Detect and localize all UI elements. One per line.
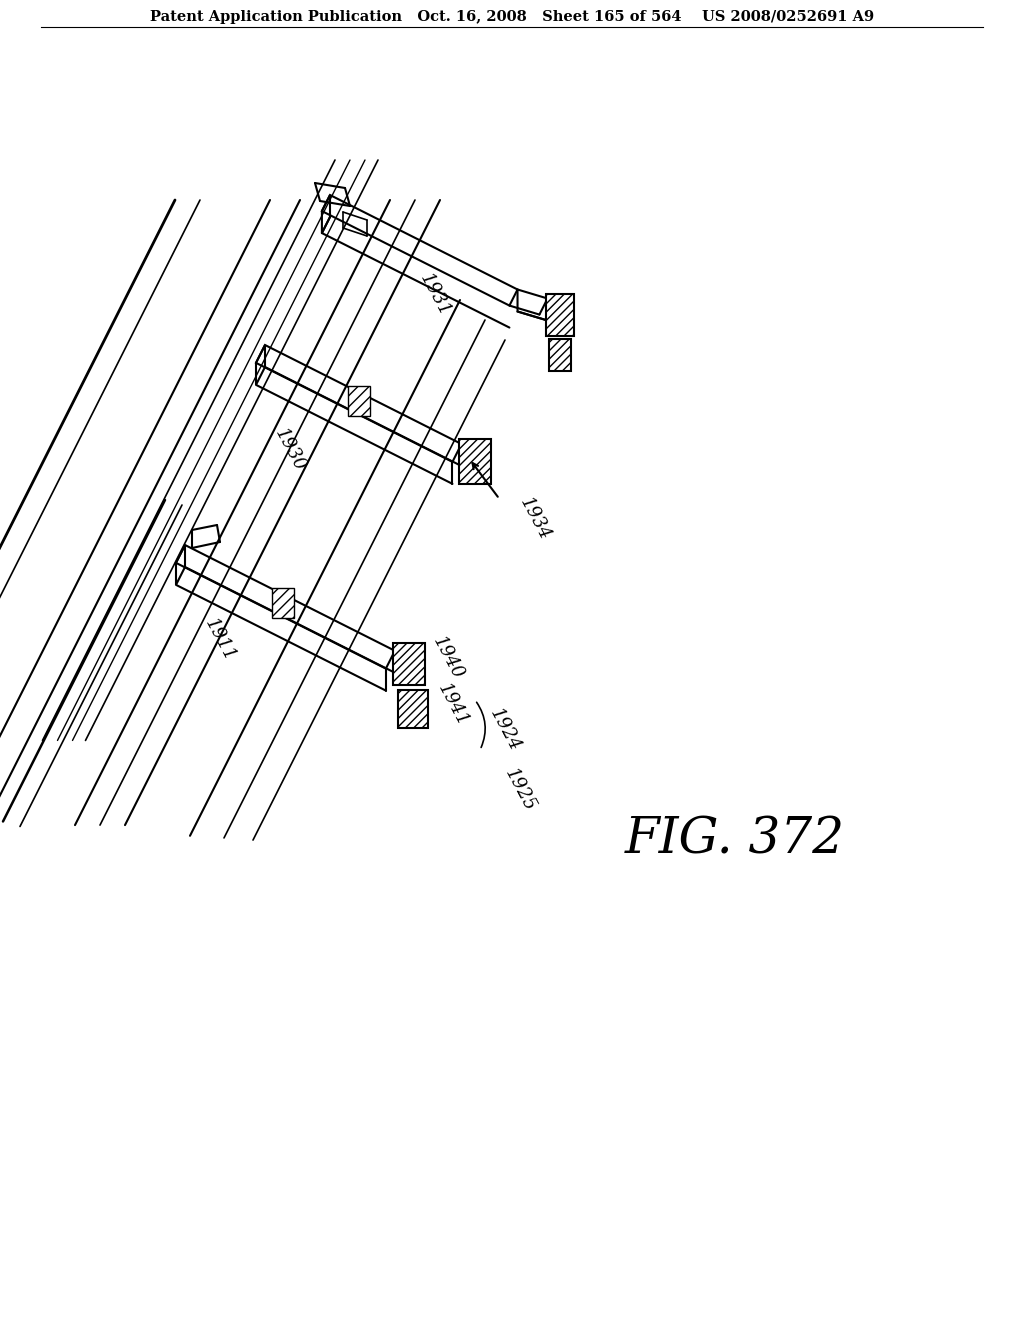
Text: Patent Application Publication   Oct. 16, 2008   Sheet 165 of 564    US 2008/025: Patent Application Publication Oct. 16, …: [150, 11, 874, 24]
Text: FIG. 372: FIG. 372: [625, 816, 845, 865]
Polygon shape: [348, 385, 370, 416]
Text: 1934: 1934: [516, 495, 553, 544]
Polygon shape: [393, 643, 425, 685]
Text: 1940: 1940: [429, 634, 467, 682]
Text: 1930: 1930: [271, 425, 309, 474]
Polygon shape: [460, 440, 492, 484]
Polygon shape: [398, 690, 428, 727]
Text: 1931: 1931: [416, 271, 454, 319]
Polygon shape: [272, 587, 294, 618]
Text: 1941: 1941: [434, 680, 472, 729]
Text: 1911: 1911: [202, 615, 239, 664]
Polygon shape: [549, 338, 570, 371]
Polygon shape: [546, 293, 573, 335]
Text: 1924: 1924: [486, 705, 523, 755]
Text: 1925: 1925: [502, 766, 539, 814]
